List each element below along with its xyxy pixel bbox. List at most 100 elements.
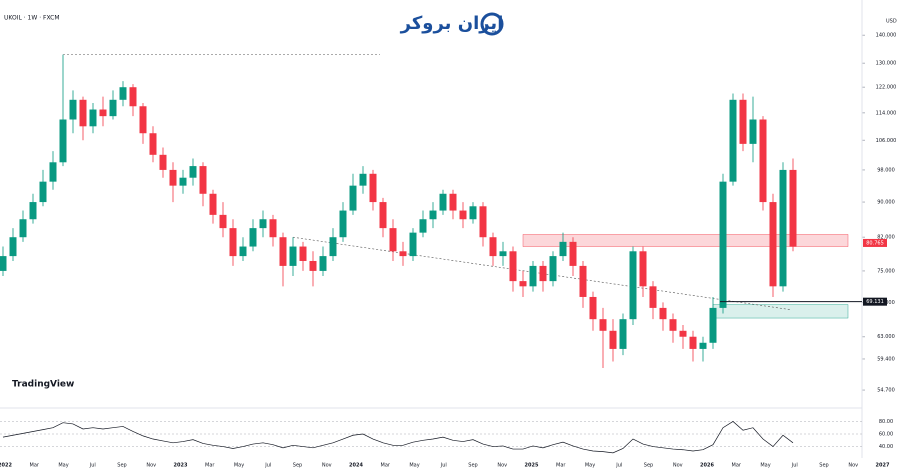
candle-body: [299, 246, 307, 261]
price-tag-label: 80.765: [866, 240, 884, 246]
candle-body: [259, 219, 267, 229]
candle-body: [289, 246, 297, 266]
candle-body: [589, 296, 597, 320]
candle-body: [99, 109, 107, 117]
y-tick-label: 82.000: [877, 235, 895, 241]
y-tick-label: 122.000: [876, 85, 897, 91]
x-tick-label: 2025: [525, 463, 539, 469]
candle-body: [229, 228, 237, 257]
candle-body: [379, 202, 387, 229]
x-tick-label: Sep: [468, 463, 477, 469]
candle-body: [199, 166, 207, 194]
candle-body: [389, 228, 397, 252]
x-tick-label: Mar: [205, 463, 215, 469]
x-tick-label: 2023: [174, 463, 188, 469]
y-tick-label: 140.000: [876, 33, 897, 39]
candle-body: [469, 206, 477, 220]
candle-body: [369, 173, 377, 203]
candle-body: [49, 162, 57, 182]
x-tick-label: Jul: [89, 463, 96, 469]
candle-body: [19, 219, 27, 238]
candle-body: [169, 169, 177, 186]
chart-title: UKOIL · 1W · FXCM: [4, 15, 60, 22]
x-tick-label: May: [234, 463, 244, 469]
x-tick-label: Nov: [322, 463, 332, 469]
candle-body: [59, 119, 67, 163]
candle-body: [599, 319, 607, 331]
y-tick-label: 106.000: [876, 138, 897, 144]
zone: [712, 304, 849, 319]
candle-body: [669, 319, 677, 331]
brand: ایران بروکر: [400, 13, 504, 34]
candle-body: [69, 99, 77, 120]
candle-body: [429, 210, 437, 220]
candle-body: [539, 265, 547, 282]
candle-body: [739, 99, 747, 144]
candle-body: [759, 119, 767, 203]
candle-body: [499, 251, 507, 257]
x-tick-label: Mar: [30, 463, 40, 469]
x-tick-label: Mar: [732, 463, 742, 469]
candle-body: [79, 99, 87, 127]
candle-body: [729, 99, 737, 182]
candle-body: [779, 169, 787, 287]
candle-body: [569, 241, 577, 266]
x-tick-label: Mar: [381, 463, 391, 469]
x-tick-label: May: [585, 463, 595, 469]
x-tick-label: Jul: [615, 463, 622, 469]
price-tag: [863, 238, 887, 247]
x-tick-label: Sep: [293, 463, 302, 469]
brand-icon: [480, 12, 504, 36]
candle-body: [219, 214, 227, 229]
y-tick-label: 130.000: [876, 61, 897, 67]
candle-body: [619, 319, 627, 349]
candle-body: [109, 99, 117, 117]
x-tick-label: 2024: [349, 463, 363, 469]
x-tick-label: Nov: [848, 463, 858, 469]
rsi-tick-label: 80.00: [879, 419, 893, 425]
candle-body: [659, 307, 667, 320]
candle-body: [559, 241, 567, 257]
y-tick-label: 59.400: [877, 356, 895, 362]
candle-body: [249, 228, 257, 247]
candle-body: [609, 330, 617, 349]
x-tick-label: Nov: [497, 463, 507, 469]
candle-body: [209, 193, 217, 215]
candle-body: [649, 286, 657, 308]
candle-body: [279, 237, 287, 266]
candle-body: [789, 169, 797, 247]
candle-body: [309, 260, 317, 271]
candle-body: [409, 232, 417, 257]
y-tick-label: 114.000: [876, 110, 897, 116]
candle-body: [179, 177, 187, 186]
candle-body: [579, 265, 587, 297]
candle-body: [159, 154, 167, 170]
x-tick-label: May: [58, 463, 68, 469]
candle-body: [149, 133, 157, 155]
x-tick-label: May: [409, 463, 419, 469]
candle-body: [459, 210, 467, 220]
zone: [522, 234, 849, 247]
x-tick-label: Jul: [264, 463, 271, 469]
watermark: TradingView: [12, 380, 74, 390]
candle-body: [359, 173, 367, 186]
x-tick-label: 2027: [876, 463, 890, 469]
candle-body: [339, 210, 347, 238]
candle-body: [39, 181, 47, 203]
candle-body: [769, 202, 777, 287]
candle-body: [529, 265, 537, 287]
candle-body: [319, 256, 327, 271]
x-tick-label: Jul: [440, 463, 447, 469]
candle-body: [419, 219, 427, 233]
x-tick-label: 2026: [700, 463, 714, 469]
x-tick-label: 2022: [0, 463, 12, 469]
candle-body: [509, 251, 517, 282]
candle-body: [29, 202, 37, 220]
x-tick-label: Sep: [644, 463, 653, 469]
price-tag-label: 69.131: [866, 299, 884, 305]
y-tick-label: 54.700: [877, 388, 895, 394]
candle-body: [119, 87, 127, 100]
candle-body: [439, 193, 447, 211]
price-tag: [863, 297, 887, 306]
